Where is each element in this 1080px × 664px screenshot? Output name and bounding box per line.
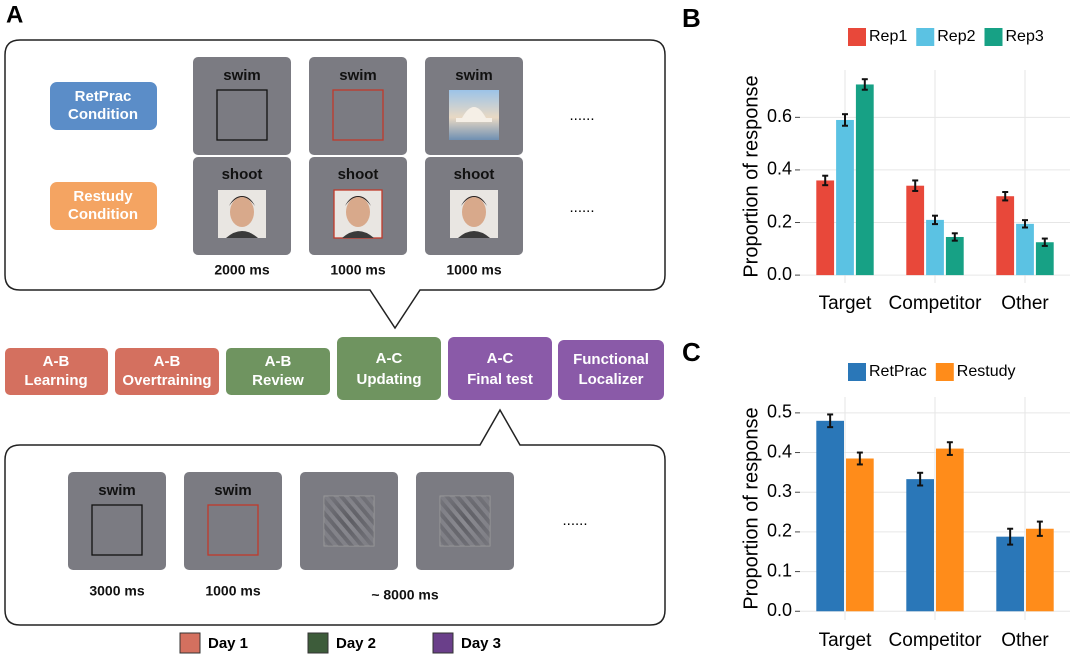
stage-label: A-C Final test [467, 350, 533, 388]
legend-label: Rep3 [1006, 28, 1044, 45]
y-tick-label: 0.2 [767, 211, 792, 231]
legend-label: Rep1 [869, 28, 907, 45]
legend-label: Restudy [957, 363, 1016, 380]
y-tick-label: 0.1 [767, 560, 792, 580]
condition-pill [50, 82, 157, 130]
cue-word: swim [223, 67, 261, 84]
legend-swatch [179, 632, 201, 654]
blank-square [207, 504, 259, 556]
x-tick-label: Other [1001, 630, 1049, 651]
duration: 1000 ms [446, 262, 501, 278]
y-tick-label: 0.2 [767, 521, 792, 541]
legend-label: Rep2 [937, 28, 975, 45]
x-tick-label: Competitor [889, 630, 983, 651]
ellipsis: ...... [569, 107, 594, 124]
legend-swatch [916, 28, 935, 46]
bar [996, 536, 1024, 612]
stage-row: A-B Learning A-B Overtraining A-B Review A-… [5, 337, 664, 400]
stage-label: A-C Updating [357, 350, 422, 388]
condition-pill [50, 182, 157, 230]
face-image [218, 190, 266, 238]
bar [1026, 528, 1054, 612]
stage-label: A-B Overtraining [122, 353, 211, 389]
duration: 2000 ms [214, 262, 269, 278]
grating [440, 496, 490, 546]
condition-label: Restudy Condition [68, 188, 138, 223]
bar [855, 84, 874, 276]
blank-square [91, 504, 143, 556]
cue-word: swim [455, 67, 493, 84]
bar [936, 448, 964, 612]
duration: 3000 ms [89, 583, 144, 599]
legend-swatch [848, 363, 866, 381]
duration: ~ 8000 ms [371, 587, 439, 603]
bar [1035, 242, 1054, 276]
y-axis-label: Proportion of response [740, 75, 762, 277]
cue-word: swim [339, 67, 377, 84]
y-tick-label: 0.4 [767, 441, 792, 461]
bar [906, 479, 934, 612]
cue-word: shoot [338, 166, 379, 183]
legend-label: Day 3 [461, 635, 501, 652]
y-tick-label: 0.6 [767, 106, 792, 126]
panel-label: B [682, 3, 701, 33]
cue-word: shoot [222, 166, 263, 183]
cue-word: shoot [454, 166, 495, 183]
legend-label: Day 1 [208, 635, 248, 652]
stage-box [5, 348, 108, 395]
legend-swatch [984, 28, 1003, 46]
blank-square [332, 89, 384, 141]
ellipsis: ...... [569, 199, 594, 216]
stage-box [226, 348, 330, 395]
legend-swatch [848, 28, 866, 46]
y-tick-label: 0.0 [767, 600, 792, 620]
y-tick-label: 0.5 [767, 402, 792, 422]
stage-box [448, 337, 552, 400]
legend-swatch [935, 363, 954, 381]
duration: 1000 ms [330, 262, 385, 278]
stage-box [337, 337, 441, 400]
y-tick-label: 0.3 [767, 481, 792, 501]
face-image [333, 189, 383, 239]
bar [816, 180, 835, 276]
bar [846, 458, 874, 612]
stage-label: Functional Localizer [573, 351, 649, 388]
panel-label: C [682, 337, 701, 367]
y-tick-label: 0.0 [767, 264, 792, 284]
bar [945, 236, 964, 276]
y-axis-label: Proportion of response [740, 407, 762, 609]
legend-label: RetPrac [869, 363, 927, 380]
cue-word: swim [98, 482, 136, 499]
blank-square [216, 89, 268, 141]
panel-label: A [6, 1, 23, 28]
x-tick-label: Target [819, 293, 873, 314]
bar [1016, 223, 1034, 276]
x-tick-label: Other [1001, 293, 1049, 314]
legend-swatch [307, 632, 329, 654]
x-tick-label: Competitor [889, 293, 983, 314]
x-tick-label: Target [819, 630, 873, 651]
bar [996, 196, 1015, 276]
cue-word: swim [214, 482, 252, 499]
bar [816, 420, 844, 612]
bar [836, 119, 854, 276]
bar [906, 185, 925, 276]
stage-box [558, 340, 664, 400]
stage-label: A-B Learning [24, 353, 87, 389]
stage-box [115, 348, 219, 395]
condition-label: RetPrac Condition [68, 88, 138, 123]
duration: 1000 ms [205, 583, 260, 599]
face-image [450, 190, 498, 238]
bar [926, 219, 944, 276]
legend-label: Day 2 [336, 635, 376, 652]
stage-label: A-B Review [252, 353, 304, 389]
grating [324, 496, 374, 546]
scene-building [456, 107, 492, 122]
legend-swatch [432, 632, 454, 654]
ellipsis: ...... [562, 512, 587, 529]
y-tick-label: 0.4 [767, 159, 792, 179]
